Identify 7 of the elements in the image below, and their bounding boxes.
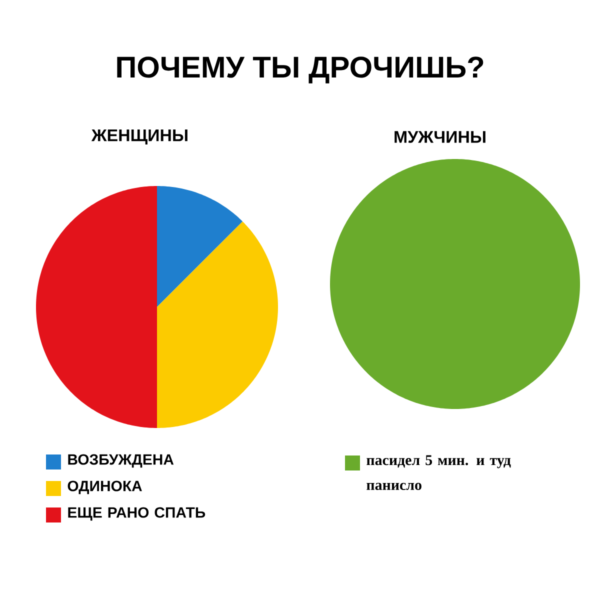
chart-subtitle: ЖЕНЩИНЫ bbox=[91, 129, 188, 145]
chart-title: ПОЧЕМУ ТЫ ДРОЧИШЬ? bbox=[117, 56, 484, 84]
legend-label: ВОЗБУЖДЕНА bbox=[68, 454, 174, 468]
chart-subtitle: МУЖЧИНЫ bbox=[394, 131, 486, 143]
legend-label: ОДИНОКА bbox=[68, 480, 142, 494]
legend-label: ЕЩЕ РАНО СПАТЬ bbox=[68, 507, 206, 521]
legend-label: пасидел 5 мин. и туд панисло bbox=[366, 455, 511, 490]
